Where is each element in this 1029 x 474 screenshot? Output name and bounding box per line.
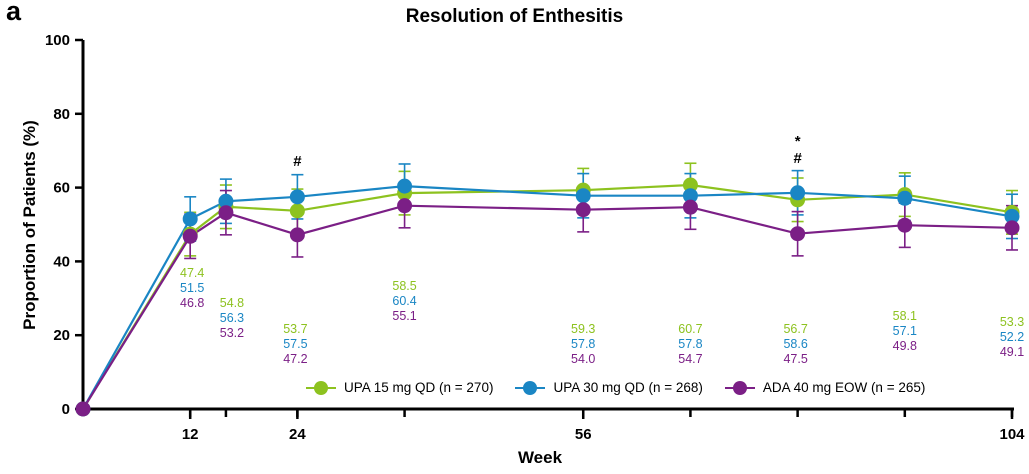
significance-mark: # xyxy=(793,150,802,167)
y-tick-label: 0 xyxy=(62,401,70,418)
x-axis-title: Week xyxy=(517,448,563,467)
legend-marker-upa30 xyxy=(515,380,546,395)
panel-label: a xyxy=(6,0,22,26)
data-point-ada40 xyxy=(397,198,413,214)
data-label-upa30: 56.3 xyxy=(220,311,244,325)
data-point-ada40 xyxy=(218,205,234,221)
legend-label-upa15: UPA 15 mg QD (n = 270) xyxy=(344,380,494,395)
data-label-upa15: 47.4 xyxy=(180,266,204,280)
data-point-upa30 xyxy=(682,188,698,204)
data-point-upa30 xyxy=(1004,208,1020,224)
legend-marker-upa15 xyxy=(306,380,336,395)
data-label-upa30: 57.8 xyxy=(571,337,595,351)
chart-title: Resolution of Enthesitis xyxy=(405,6,624,27)
data-label-upa15: 60.7 xyxy=(678,322,702,336)
series-line-upa30 xyxy=(82,184,1013,410)
data-point-upa30 xyxy=(289,189,305,205)
data-point-upa15 xyxy=(289,203,305,219)
data-label-ada40: 49.1 xyxy=(1000,345,1024,359)
data-label-upa15: 53.7 xyxy=(283,322,307,336)
x-tick-label: 24 xyxy=(289,426,306,443)
data-point-ada40 xyxy=(575,202,591,218)
legend-label-upa30: UPA 30 mg QD (n = 268) xyxy=(553,380,703,395)
data-point-upa30 xyxy=(790,185,806,201)
data-label-upa15: 58.5 xyxy=(392,279,416,293)
data-label-upa15: 56.7 xyxy=(783,322,807,336)
series-line-ada40 xyxy=(82,204,1013,410)
data-label-ada40: 55.1 xyxy=(392,309,416,323)
data-point-ada40 xyxy=(682,199,698,215)
data-label-upa15: 54.8 xyxy=(220,296,244,310)
y-tick-label: 80 xyxy=(53,106,70,123)
legend-item-ada40: ADA 40 mg EOW (n = 265) xyxy=(724,380,926,395)
data-label-upa15: 59.3 xyxy=(571,322,595,336)
y-tick-label: 20 xyxy=(53,327,70,344)
x-tick-label: 12 xyxy=(182,426,199,443)
data-label-upa30: 57.8 xyxy=(678,337,702,351)
data-point-upa30 xyxy=(397,178,413,194)
legend-marker-ada40 xyxy=(724,380,755,395)
data-point-ada40 xyxy=(75,401,91,417)
legend-label-ada40: ADA 40 mg EOW (n = 265) xyxy=(762,380,926,395)
data-label-ada40: 54.0 xyxy=(571,352,595,366)
data-label-ada40: 46.8 xyxy=(180,296,204,310)
data-point-ada40 xyxy=(897,217,913,233)
data-label-upa15: 58.1 xyxy=(893,309,917,323)
data-label-upa30: 57.1 xyxy=(893,324,917,338)
data-label-ada40: 47.5 xyxy=(783,352,807,366)
legend: UPA 15 mg QD (n = 270) UPA 30 mg QD (n =… xyxy=(306,380,947,395)
data-label-upa30: 57.5 xyxy=(283,337,307,351)
data-point-ada40 xyxy=(1004,220,1020,236)
data-label-upa30: 58.6 xyxy=(783,337,807,351)
data-point-ada40 xyxy=(289,227,305,243)
data-point-upa30 xyxy=(897,190,913,206)
data-label-ada40: 49.8 xyxy=(893,339,917,353)
x-tick-label: 56 xyxy=(575,426,592,443)
y-tick-label: 100 xyxy=(45,32,70,49)
data-point-upa30 xyxy=(218,193,234,209)
data-label-ada40: 54.7 xyxy=(678,352,702,366)
data-point-ada40 xyxy=(790,226,806,242)
data-point-ada40 xyxy=(182,228,198,244)
data-point-upa30 xyxy=(182,211,198,227)
significance-mark: * xyxy=(795,133,801,150)
data-label-upa30: 60.4 xyxy=(392,294,416,308)
legend-item-upa15: UPA 15 mg QD (n = 270) xyxy=(306,380,493,395)
x-tick-label: 104 xyxy=(999,426,1025,443)
data-label-upa30: 52.2 xyxy=(1000,330,1024,344)
data-label-upa30: 51.5 xyxy=(180,281,204,295)
significance-mark: # xyxy=(293,153,302,170)
data-label-upa15: 53.3 xyxy=(1000,315,1024,329)
data-point-upa30 xyxy=(575,188,591,204)
y-tick-label: 40 xyxy=(53,253,70,270)
legend-item-upa30: UPA 30 mg QD (n = 268) xyxy=(515,380,703,395)
data-label-ada40: 53.2 xyxy=(220,326,244,340)
y-tick-label: 60 xyxy=(53,180,70,197)
data-label-ada40: 47.2 xyxy=(283,352,307,366)
data-point-upa15 xyxy=(682,177,698,193)
